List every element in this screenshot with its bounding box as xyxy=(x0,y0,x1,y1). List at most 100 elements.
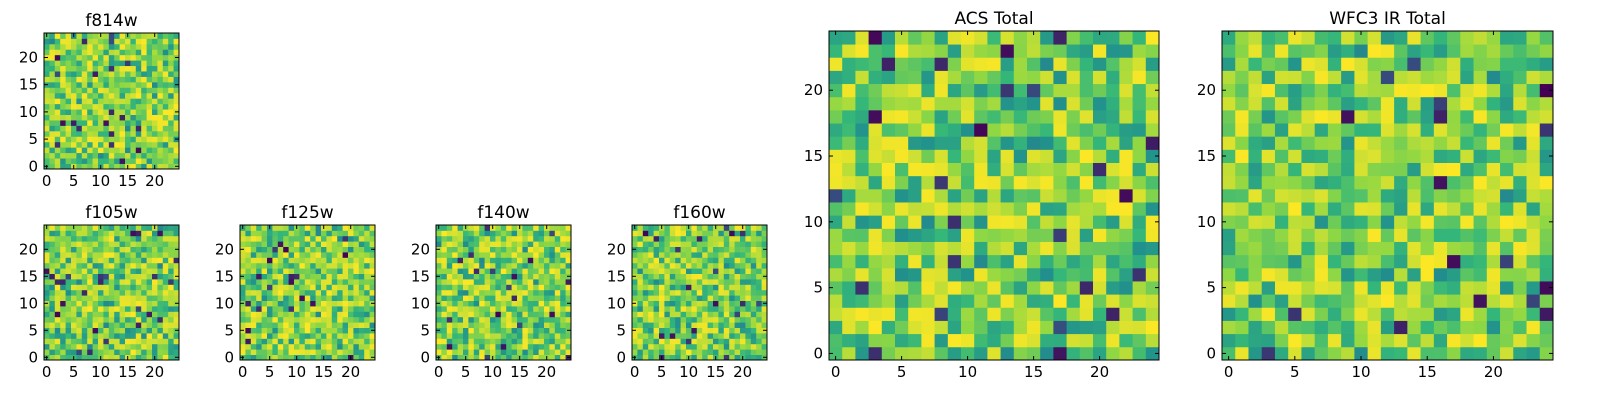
heatmap-cell xyxy=(130,252,137,258)
heatmap-cell xyxy=(331,338,338,345)
heatmap-cell xyxy=(1380,96,1395,111)
heatmap-cell xyxy=(1407,149,1421,163)
heatmap-cell xyxy=(511,333,518,339)
heatmap-cell xyxy=(168,103,174,110)
heatmap-cell xyxy=(71,316,77,323)
heatmap-cell xyxy=(87,268,93,274)
heatmap-cell xyxy=(490,279,496,285)
heatmap-cell xyxy=(707,230,714,237)
heatmap-cell xyxy=(484,295,491,301)
heatmap-cell xyxy=(103,289,110,296)
heatmap-cell xyxy=(87,343,93,350)
heatmap-cell xyxy=(441,246,448,253)
heatmap-cell xyxy=(283,241,289,247)
heatmap-cell xyxy=(157,225,164,231)
heatmap-cell xyxy=(565,230,572,237)
heatmap-cell xyxy=(1288,175,1302,190)
heatmap-cell xyxy=(1145,333,1160,348)
heatmap-cell xyxy=(60,158,66,164)
heatmap-cell xyxy=(114,306,120,312)
heatmap-cell xyxy=(718,279,725,285)
heatmap-cell xyxy=(653,343,660,350)
heatmap-cell xyxy=(1027,162,1041,177)
heatmap-cell xyxy=(152,49,158,56)
heatmap-cell xyxy=(92,273,99,280)
heatmap-cell xyxy=(294,289,300,296)
heatmap-cell xyxy=(1394,44,1408,58)
heatmap-cell xyxy=(1132,123,1147,137)
heatmap-cell xyxy=(1106,294,1120,308)
heatmap-cell xyxy=(98,49,104,56)
heatmap-cell xyxy=(554,273,561,280)
heatmap-cell xyxy=(855,123,869,137)
heatmap-cell xyxy=(310,349,316,355)
heatmap-cell xyxy=(44,158,50,164)
heatmap-cell xyxy=(723,235,730,242)
heatmap-cell xyxy=(1027,83,1041,98)
heatmap-cell xyxy=(1327,215,1342,229)
heatmap-cell xyxy=(119,103,126,110)
heatmap-cell xyxy=(288,284,295,291)
heatmap-cell xyxy=(54,152,61,159)
heatmap-cell xyxy=(1106,57,1120,71)
heatmap-cell xyxy=(240,333,246,339)
heatmap-cell xyxy=(947,294,962,308)
heatmap-cell xyxy=(1235,83,1249,98)
heatmap-cell xyxy=(527,268,534,274)
heatmap-cell xyxy=(256,316,262,323)
heatmap-cell xyxy=(436,235,442,242)
heatmap-cell xyxy=(473,311,480,318)
heatmap-cell xyxy=(517,235,523,242)
heatmap-cell xyxy=(1433,96,1448,111)
heatmap-cell xyxy=(745,306,752,312)
heatmap-cell xyxy=(506,327,512,334)
heatmap-cell xyxy=(1288,294,1302,308)
heatmap-cell xyxy=(108,141,115,148)
heatmap-cell xyxy=(648,322,654,328)
heatmap-cell xyxy=(1513,149,1527,163)
heatmap-cell xyxy=(1539,267,1554,282)
heatmap-cell xyxy=(517,252,523,258)
heatmap-cell xyxy=(750,273,757,280)
heatmap-cell xyxy=(549,300,556,307)
heatmap-cell xyxy=(326,295,333,301)
heatmap-cell xyxy=(98,284,104,291)
heatmap-cell xyxy=(1132,96,1147,111)
heatmap-cell xyxy=(108,289,115,296)
heatmap-cell xyxy=(1526,31,1541,45)
heatmap-cell xyxy=(87,300,93,307)
heatmap-cell xyxy=(495,333,502,339)
heatmap-cell xyxy=(517,300,523,307)
heatmap-cell xyxy=(267,246,273,253)
heatmap-cell xyxy=(468,252,475,258)
heatmap-cell xyxy=(135,87,142,94)
heatmap-cell xyxy=(1394,215,1408,229)
heatmap-cell xyxy=(337,322,343,328)
heatmap-cell xyxy=(135,289,142,296)
heatmap-cell xyxy=(65,87,72,94)
heatmap-cell xyxy=(1106,307,1120,321)
heatmap-cell xyxy=(868,31,883,45)
heatmap-cell xyxy=(756,252,762,258)
heatmap-cell xyxy=(315,333,322,339)
heatmap-cell xyxy=(1079,70,1094,85)
heatmap-cell xyxy=(868,202,883,216)
heatmap-cell xyxy=(304,284,311,291)
heatmap-cell xyxy=(114,322,120,328)
heatmap-cell xyxy=(463,284,469,291)
heatmap-cell xyxy=(369,279,376,285)
heatmap-cell xyxy=(1354,346,1369,361)
heatmap-cell xyxy=(130,92,137,99)
heatmap-cell xyxy=(1394,254,1408,269)
heatmap-cell xyxy=(1027,96,1041,111)
heatmap-cell xyxy=(310,246,316,253)
heatmap-cell xyxy=(1013,307,1028,321)
heatmap-cell xyxy=(544,349,550,355)
heatmap-cell xyxy=(288,252,295,258)
heatmap-cell xyxy=(761,311,768,318)
heatmap-cell xyxy=(718,230,725,237)
heatmap-cell xyxy=(364,289,370,296)
heatmap-cell xyxy=(1473,228,1488,242)
heatmap-cell xyxy=(315,284,322,291)
heatmap-cell xyxy=(261,343,268,350)
